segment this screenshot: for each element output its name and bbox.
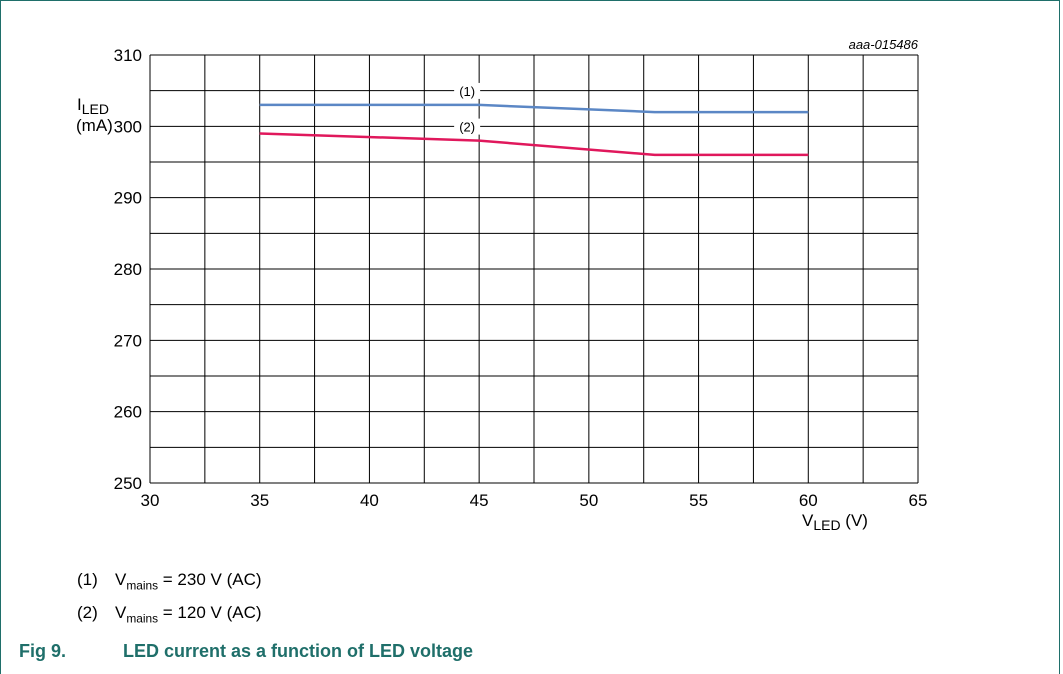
x-tick-label: 45 bbox=[470, 491, 489, 510]
x-tick-label: 55 bbox=[689, 491, 708, 510]
series-2-label-bg bbox=[454, 118, 481, 135]
figure-id: aaa-015486 bbox=[849, 37, 919, 52]
y-tick-label: 250 bbox=[114, 474, 142, 493]
y-axis-unit: (mA) bbox=[76, 116, 113, 135]
x-tick-label: 50 bbox=[579, 491, 598, 510]
figure-title: LED current as a function of LED voltage bbox=[123, 641, 474, 661]
figure-notes: (1) Vmains = 230 V (AC) (2) Vmains = 120… bbox=[77, 570, 262, 636]
figure-number: Fig 9. bbox=[19, 641, 67, 661]
y-tick-label: 270 bbox=[114, 331, 142, 350]
figure-caption: Fig 9. LED current as a function of LED … bbox=[19, 641, 473, 662]
note-2-text: Vmains = 120 V (AC) bbox=[115, 603, 262, 626]
y-tick-label: 310 bbox=[114, 46, 142, 65]
series-1-label: (1) bbox=[459, 84, 475, 99]
y-tick-label: 290 bbox=[114, 189, 142, 208]
series-2-line bbox=[259, 132, 809, 157]
note-1-text: Vmains = 230 V (AC) bbox=[115, 570, 262, 593]
x-tick-label: 65 bbox=[909, 491, 928, 510]
series-1-line bbox=[259, 103, 809, 114]
y-tick-label: 280 bbox=[114, 260, 142, 279]
series-1-label-bg bbox=[454, 82, 481, 99]
x-tick-label: 35 bbox=[250, 491, 269, 510]
x-tick-label: 30 bbox=[141, 491, 160, 510]
y-tick-label: 260 bbox=[114, 403, 142, 422]
note-1-number: (1) bbox=[77, 570, 98, 589]
note-1: (1) Vmains = 230 V (AC) bbox=[77, 570, 262, 603]
line-chart: 30 35 40 45 50 55 60 65 250 260 270 280 290 300 310 aaa… bbox=[76, 37, 928, 533]
note-2-number: (2) bbox=[77, 603, 98, 622]
x-tick-label: 40 bbox=[360, 491, 379, 510]
x-tick-label: 60 bbox=[799, 491, 818, 510]
note-2: (2) Vmains = 120 V (AC) bbox=[77, 603, 262, 636]
y-tick-label: 300 bbox=[114, 117, 142, 136]
series-2-label: (2) bbox=[459, 120, 475, 135]
y-axis-label: ILED bbox=[77, 95, 109, 117]
x-axis-label: VLED (V) bbox=[802, 511, 868, 533]
